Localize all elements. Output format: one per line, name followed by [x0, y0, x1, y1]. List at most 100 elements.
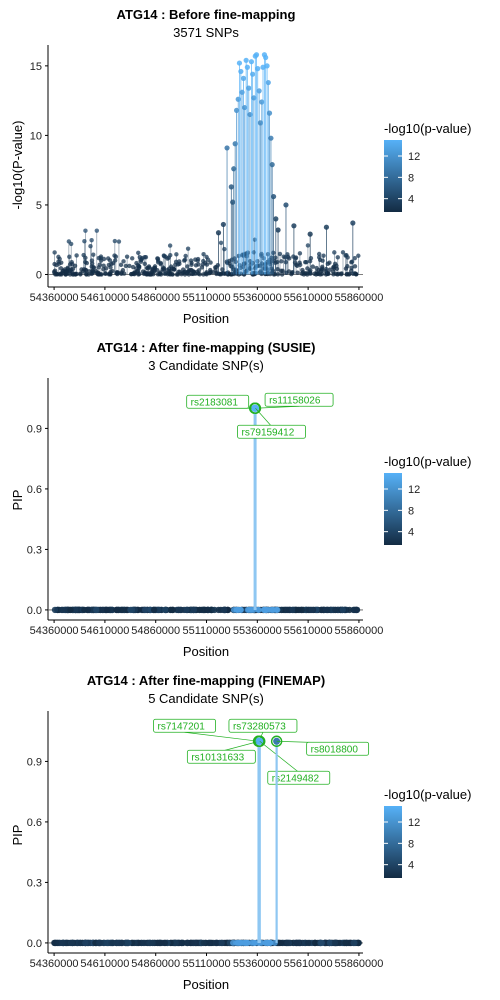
snp-point — [83, 268, 89, 273]
snp-point — [251, 939, 258, 946]
snp-point — [235, 268, 240, 274]
snp-point — [247, 606, 254, 613]
snp-point — [93, 269, 99, 274]
snp-point — [68, 939, 76, 947]
snp-point — [83, 255, 88, 260]
x-tick-label: 54610000 — [80, 625, 129, 637]
snp-point — [59, 272, 64, 277]
snp-point — [63, 939, 70, 947]
snp-point — [215, 606, 222, 614]
snp-point — [82, 939, 89, 947]
x-tick-label: 55360000 — [233, 292, 282, 304]
snp-point — [183, 606, 190, 614]
snp-point — [81, 606, 88, 614]
snp-point — [155, 606, 162, 614]
snp-point — [255, 66, 261, 72]
snp-point — [143, 254, 149, 260]
y-tick-label: 10 — [30, 130, 42, 142]
panel-before-colorbar — [384, 140, 402, 212]
snp-point — [177, 606, 184, 614]
legend-tick-label: 12 — [408, 484, 420, 496]
snp-point — [118, 939, 126, 947]
snp-point — [174, 252, 179, 257]
snp-point — [295, 270, 300, 275]
snp-point — [189, 262, 194, 267]
snp-point — [268, 135, 274, 141]
snp-point — [94, 228, 100, 233]
snp-point — [250, 71, 256, 77]
snp-point — [318, 939, 325, 947]
y-tick-label: 0.9 — [27, 423, 42, 435]
snp-point — [348, 268, 354, 273]
snp-point — [214, 271, 219, 277]
x-tick-label: 55110000 — [182, 625, 230, 637]
snp-point — [284, 939, 291, 947]
snp-point — [215, 230, 222, 236]
snp-point — [161, 267, 166, 272]
snp-point — [353, 271, 359, 277]
snp-point — [206, 939, 214, 947]
candidate-label: rs10131633 — [191, 752, 244, 763]
snp-point — [273, 255, 278, 260]
snp-point — [350, 220, 356, 226]
snp-point — [224, 145, 230, 151]
snp-point — [77, 939, 84, 947]
panel-finemap-plot-area: 0.0 0.3 0.6 0.9 54360000 54610000 54860000 5511… — [27, 711, 383, 970]
candidate-label-leader — [259, 740, 299, 773]
snp-point — [201, 258, 206, 264]
snp-point — [204, 606, 211, 614]
snp-point — [235, 606, 242, 613]
candidate-label: rs8018800 — [311, 744, 359, 755]
snp-point — [275, 227, 281, 233]
snp-point — [332, 606, 339, 614]
snp-point — [66, 239, 72, 244]
snp-point — [200, 939, 207, 947]
y-tick-label: 0.0 — [27, 605, 42, 617]
snp-point — [113, 606, 121, 614]
snp-point — [72, 606, 79, 614]
snp-point — [332, 250, 337, 255]
snp-point — [327, 260, 332, 265]
candidate-label-leader — [255, 408, 272, 427]
snp-point — [142, 270, 148, 275]
panel-before-subtitle: 3571 SNPs — [173, 25, 239, 40]
snp-point — [52, 250, 57, 255]
snp-point — [185, 246, 191, 251]
snp-point — [267, 939, 274, 946]
candidate-label: rs73280573 — [233, 721, 286, 732]
candidate-label-box — [264, 392, 334, 407]
snp-point — [300, 267, 305, 273]
panel-finemap-legend-title: -log10(p-value) — [384, 787, 471, 802]
panel-susie-legend-title: -log10(p-value) — [384, 454, 471, 469]
snp-point — [277, 251, 283, 257]
snp-point — [182, 257, 188, 263]
snp-point — [155, 256, 160, 261]
x-tick-label: 55110000 — [182, 292, 230, 304]
snp-point — [95, 939, 103, 947]
snp-point — [121, 259, 126, 264]
snp-point — [177, 259, 182, 264]
snp-point — [123, 939, 130, 947]
snp-point — [339, 606, 346, 614]
snp-point — [139, 255, 145, 261]
snp-point — [56, 259, 61, 264]
snp-point — [88, 243, 93, 249]
snp-point — [54, 939, 61, 947]
panel-before: ATG14 : Before fine-mapping 3571 SNPs 0 5… — [10, 7, 471, 326]
snp-point — [89, 238, 94, 243]
x-tick-label: 55860000 — [334, 292, 383, 304]
snp-point — [320, 258, 325, 263]
x-tick-label: 55610000 — [284, 958, 333, 970]
legend-tick-label: 4 — [408, 860, 414, 872]
panel-finemap-colorbar — [384, 806, 402, 878]
snp-point — [65, 265, 70, 271]
legend-tick-label: 4 — [408, 527, 414, 539]
panel-susie-x-axis-title: Position — [183, 644, 229, 659]
snp-point — [325, 270, 331, 276]
snp-point — [67, 254, 72, 259]
snp-point — [146, 264, 152, 269]
snp-point — [98, 254, 104, 259]
snp-point — [70, 262, 75, 267]
snp-point — [277, 939, 285, 947]
